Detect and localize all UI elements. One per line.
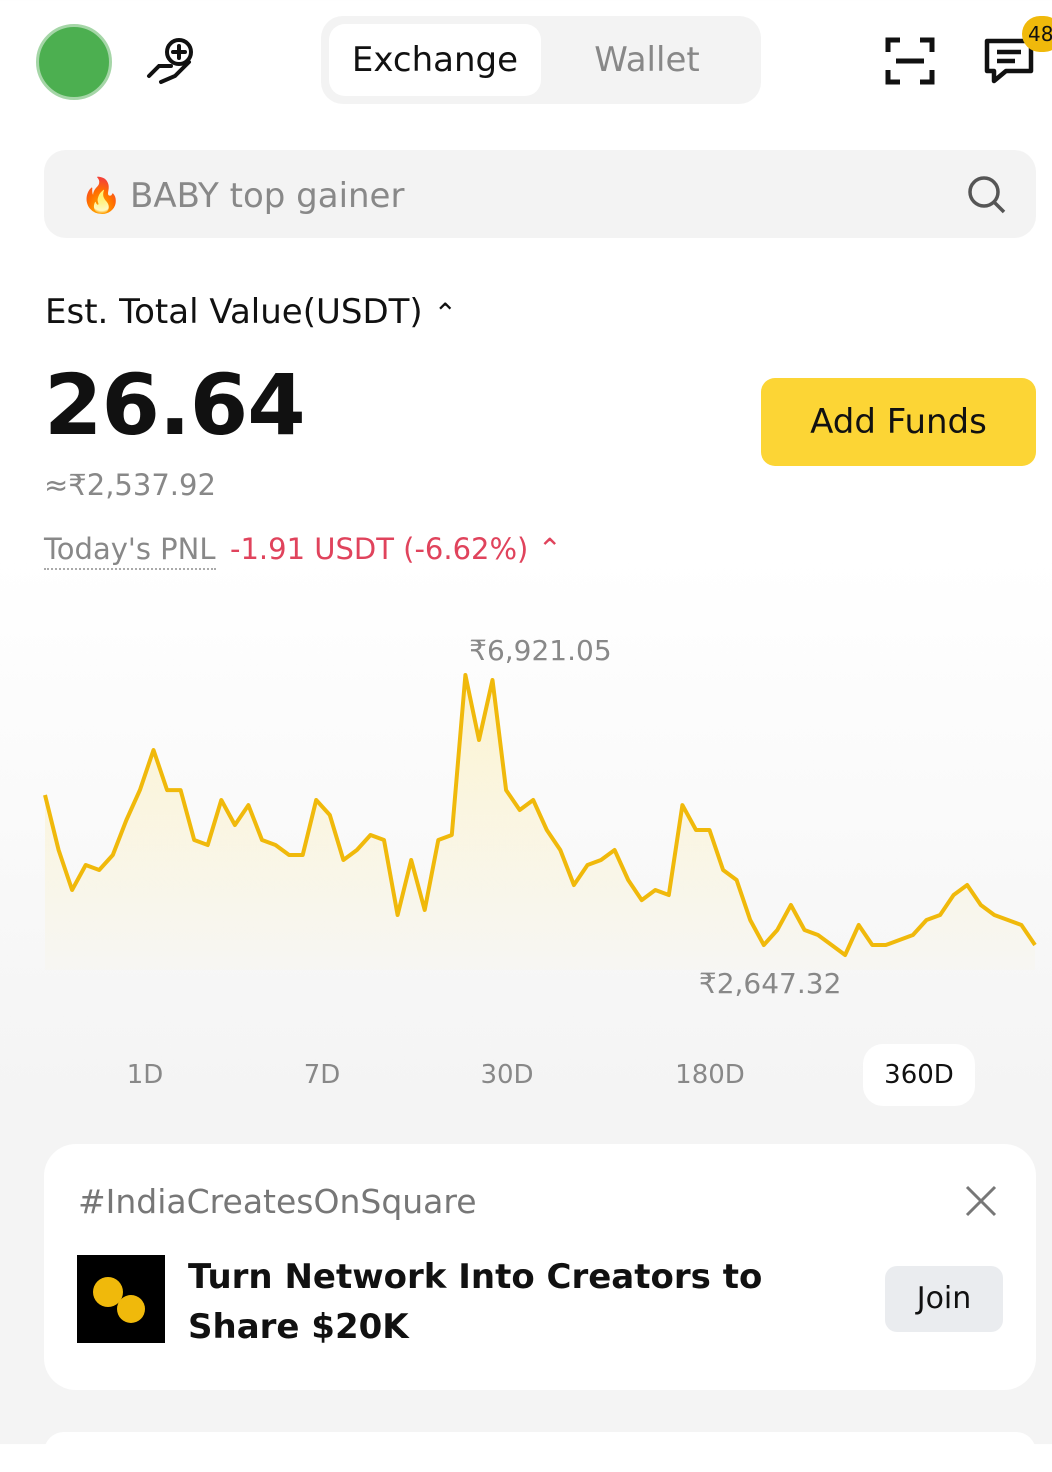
area	[45, 675, 1035, 970]
chart: ₹6,921.05 ₹2,647.32	[43, 634, 1037, 1000]
chevron: ⌃	[433, 297, 457, 330]
chevron: ⌃	[537, 532, 562, 566]
max-label: ₹6,921.05	[469, 634, 612, 667]
badge: 48	[1022, 16, 1052, 52]
scan-icon[interactable]	[884, 36, 936, 86]
tab[interactable]: Wallet	[594, 40, 700, 80]
add-funds-button[interactable]: Add Funds	[761, 378, 1036, 466]
tab[interactable]: Exchange	[329, 24, 541, 96]
min-label: ₹2,647.32	[699, 967, 842, 1000]
pnl-text: -1.91 USDT (-6.62%)	[230, 532, 529, 566]
banner-image	[77, 1255, 165, 1343]
next-card	[44, 1432, 1036, 1472]
approx-value: ≈₹2,537.92	[44, 468, 216, 502]
close-icon[interactable]	[964, 1184, 998, 1218]
pnl-value: -1.91 USDT (-6.62%) ⌃	[230, 532, 562, 566]
join-button[interactable]: Join	[885, 1266, 1003, 1332]
fire-icon: 🔥	[80, 176, 123, 216]
referral-icon[interactable]	[145, 36, 197, 88]
range-tab[interactable]: 7D	[303, 1060, 341, 1090]
tab-bar: Exchange Wallet	[321, 16, 761, 104]
avatar[interactable]	[36, 24, 112, 100]
range-tab[interactable]: 360D	[863, 1044, 975, 1106]
search-bar[interactable]: 🔥 BABY top gainer	[44, 150, 1036, 238]
banner: #IndiaCreatesOnSquare Turn Network Into …	[44, 1144, 1036, 1390]
range-tab[interactable]: 1D	[126, 1060, 164, 1090]
banner-title: Turn Network Into Creators to Share $20K	[188, 1257, 763, 1347]
range-tab[interactable]: 30D	[480, 1060, 534, 1090]
range-tab[interactable]: 180D	[675, 1060, 745, 1090]
search-placeholder: BABY top gainer	[130, 176, 405, 216]
pnl-label[interactable]: Today's PNL	[44, 532, 216, 570]
label-text: Est. Total Value(USDT)	[45, 292, 423, 332]
line	[43, 673, 1037, 957]
total-value: 26.64	[44, 356, 306, 454]
total-label[interactable]: Est. Total Value(USDT) ⌃	[45, 292, 457, 332]
search-icon	[968, 176, 1006, 214]
banner-tag: #IndiaCreatesOnSquare	[78, 1182, 477, 1221]
